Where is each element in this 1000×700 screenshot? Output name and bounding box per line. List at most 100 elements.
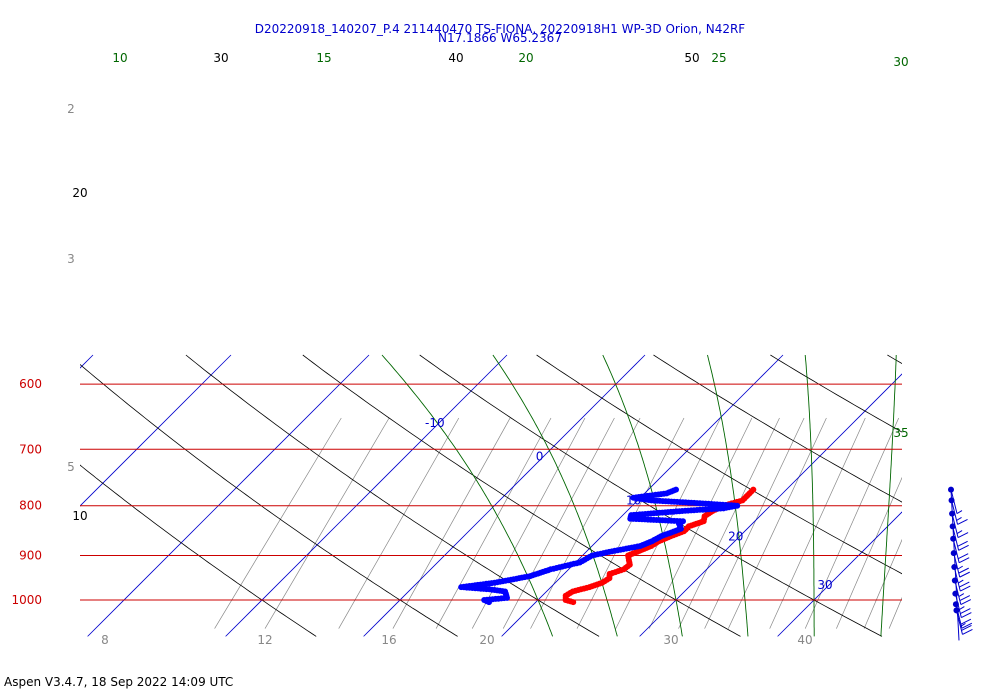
- wind-barb-flag: [960, 585, 971, 592]
- wind-barb-half-flag: [957, 565, 963, 570]
- chart-title-line2: N17.1866 W65.2367: [438, 31, 562, 45]
- mixing-ratio-line: [214, 417, 342, 629]
- wind-barb-flag: [957, 532, 969, 539]
- mixing-ratio-label: 5: [67, 460, 75, 474]
- axis-labels: 6007008009001000-10010203010203040501015…: [11, 51, 908, 647]
- dry-adiabat-line: [80, 464, 317, 637]
- wind-barb-flag: [958, 557, 970, 564]
- mixing-ratio-label: 8: [101, 633, 109, 647]
- wind-barb-flag: [960, 608, 971, 615]
- isotherm-line: [777, 511, 902, 637]
- wind-barb: [952, 601, 973, 629]
- moist-adiabat-label: 15: [316, 51, 331, 65]
- dry-adiabat-line: [80, 363, 458, 637]
- moist-adiabat-line: [880, 354, 897, 637]
- dry-adiabat-label: 10: [72, 509, 87, 523]
- moist-adiabat-label: 35: [893, 426, 908, 440]
- dry-adiabat-label: 30: [213, 51, 228, 65]
- wind-barb-flag: [961, 624, 972, 631]
- wind-barb-half-flag: [959, 606, 965, 611]
- wind-barb: [951, 564, 971, 592]
- isotherm-line: [80, 354, 232, 507]
- wind-barb: [950, 535, 970, 564]
- dewpoint-point: [486, 599, 492, 606]
- mixing-ratio-label: 16: [381, 633, 396, 647]
- mixing-ratio-label: 12: [257, 633, 272, 647]
- wind-barb-flag: [962, 628, 973, 635]
- wind-barb: [953, 607, 973, 635]
- mixing-ratio-line: [769, 417, 866, 629]
- wind-barb-flag: [958, 567, 969, 574]
- mixing-ratio-label: 2: [67, 102, 75, 116]
- pressure-label: 800: [19, 499, 42, 513]
- moist-adiabat-line: [707, 354, 749, 637]
- mixing-ratio-line: [576, 417, 685, 629]
- wind-barb-flag: [958, 544, 969, 551]
- dry-adiabat-line: [536, 354, 902, 575]
- mixing-ratio-line: [392, 417, 511, 629]
- dewpoint-trace: [458, 486, 741, 606]
- moist-adiabat-line: [492, 354, 618, 637]
- dry-adiabat-line: [185, 354, 600, 637]
- isotherm-label: -10: [425, 416, 445, 430]
- wind-barb-flag: [959, 595, 971, 601]
- mixing-ratio-line: [836, 476, 902, 629]
- isotherm-line: [87, 354, 370, 637]
- wind-barb-staff: [955, 610, 963, 635]
- mixing-ratio-line: [264, 417, 390, 629]
- wind-barb-half-flag: [958, 593, 965, 597]
- mixing-ratio-line: [888, 596, 902, 629]
- pressure-label: 1000: [11, 593, 42, 607]
- mixing-ratio-label: 30: [663, 633, 678, 647]
- wind-barb-half-flag: [956, 516, 962, 521]
- isotherm-label: 20: [728, 529, 743, 543]
- wind-barb-flag: [961, 612, 972, 619]
- profile-traces: [458, 486, 757, 606]
- moist-adiabat-line: [381, 354, 554, 637]
- dry-adiabat-label: 20: [72, 186, 87, 200]
- wind-barb-flag: [961, 622, 973, 629]
- mixing-ratio-line: [502, 417, 615, 629]
- moist-adiabat-label: 30: [893, 55, 908, 69]
- isotherm-line: [225, 354, 508, 637]
- pressure-label: 900: [19, 548, 42, 562]
- moist-adiabat-label: 20: [518, 51, 533, 65]
- wind-barb: [950, 550, 970, 578]
- wind-barb-half-flag: [958, 579, 964, 584]
- temperature-trace: [562, 486, 757, 606]
- mixing-ratio-line: [530, 417, 641, 629]
- wind-barb-flag: [960, 618, 972, 625]
- mixing-ratio-label: 40: [797, 633, 812, 647]
- footer-version: Aspen V3.4.7, 18 Sep 2022 14:09 UTC: [4, 675, 233, 689]
- dry-adiabat-label: 40: [448, 51, 463, 65]
- mixing-ratio-label: 3: [67, 252, 75, 266]
- temperature-point: [570, 599, 577, 606]
- dry-adiabat-line: [770, 354, 902, 433]
- mixing-ratio-line: [863, 538, 902, 629]
- moist-adiabat-label: 25: [711, 51, 726, 65]
- dry-adiabat-line: [653, 354, 902, 503]
- dry-adiabat-label: 50: [684, 51, 699, 65]
- wind-barb-flag: [957, 540, 968, 547]
- wind-barb-flag: [959, 571, 970, 578]
- wind-barb-flag: [960, 599, 972, 605]
- isotherm-line: [639, 373, 902, 637]
- isotherm-label: 30: [817, 578, 832, 592]
- dry-adiabat-line: [302, 354, 741, 637]
- chart-title-line1: D20220918_140207_P.4 211440470 TS-FIONA,…: [255, 22, 746, 36]
- dry-adiabat-line: [887, 354, 902, 365]
- moist-adiabat-label: 10: [112, 51, 127, 65]
- mixing-ratio-label: 20: [479, 633, 494, 647]
- wind-barb-flag: [957, 518, 968, 525]
- background-grid: [80, 354, 902, 637]
- wind-barb-half-flag: [956, 530, 963, 534]
- mixing-ratio-line: [704, 417, 805, 629]
- wind-barb-flag: [959, 581, 970, 588]
- moist-adiabat-line: [804, 354, 815, 637]
- mixing-ratio-line: [338, 417, 460, 629]
- isotherm-label: 0: [536, 449, 544, 463]
- pressure-label: 700: [19, 442, 42, 456]
- pressure-label: 600: [19, 377, 42, 391]
- mixing-ratio-line: [678, 417, 780, 629]
